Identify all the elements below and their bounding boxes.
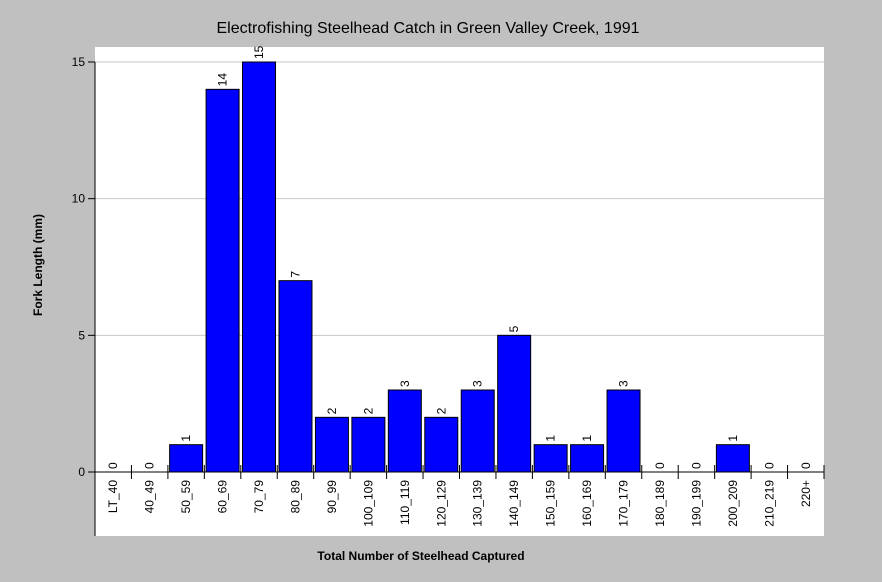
x-tick-label: 180_189 [653, 480, 667, 527]
data-label: 7 [288, 271, 302, 278]
bars [169, 61, 750, 473]
bar [351, 416, 386, 473]
x-tick-label: 210_219 [762, 480, 776, 527]
data-label: 1 [726, 435, 740, 442]
bar [169, 444, 204, 473]
x-tick-label: 200_209 [726, 480, 740, 527]
data-label: 0 [106, 462, 120, 469]
x-tick-label: 40_49 [143, 480, 157, 514]
x-tick-label: 220+ [799, 480, 813, 507]
bar [242, 61, 277, 473]
data-label: 0 [689, 462, 703, 469]
data-label: 1 [580, 435, 594, 442]
x-tick-label: 60_69 [216, 480, 230, 514]
bar [205, 88, 240, 473]
data-label: 3 [617, 380, 631, 387]
x-tick-label: 90_99 [325, 480, 339, 514]
x-tick-label: 160_169 [580, 480, 594, 527]
data-label: 5 [507, 325, 521, 332]
data-label: 0 [799, 462, 813, 469]
x-tick-label: 100_109 [361, 480, 375, 527]
bar [570, 444, 605, 473]
data-label: 2 [434, 407, 448, 414]
bar [715, 444, 750, 473]
data-label: 3 [471, 380, 485, 387]
x-axis-label: Total Number of Steelhead Captured [317, 549, 524, 563]
x-tick-label: 50_59 [179, 480, 193, 514]
bar [533, 444, 568, 473]
x-tick-label: 130_139 [471, 480, 485, 527]
data-label: 2 [361, 407, 375, 414]
y-tick-label: 0 [78, 465, 85, 479]
data-labels: 0 0 1 14 15 7 2 2 3 2 3 5 1 1 3 0 0 1 0 0 [106, 45, 813, 469]
y-ticks: 0 5 10 15 [72, 55, 95, 479]
bar [424, 416, 459, 473]
data-label: 0 [762, 462, 776, 469]
data-label: 1 [179, 435, 193, 442]
y-tick-label: 5 [78, 328, 85, 342]
x-tick-label: 70_79 [252, 480, 266, 514]
plot-area [95, 47, 824, 536]
y-axis-label: Fork Length (mm) [31, 214, 45, 316]
data-label: 14 [216, 73, 230, 87]
bar [497, 334, 532, 473]
y-tick-label: 15 [72, 55, 86, 69]
x-tick-label: 150_159 [544, 480, 558, 527]
data-label: 0 [143, 462, 157, 469]
y-tick-label: 10 [72, 192, 86, 206]
bar [314, 416, 349, 473]
x-ticks: LT_40 40_49 50_59 60_69 70_79 80_89 90_99 100_1… [94, 465, 825, 527]
data-label: 3 [398, 380, 412, 387]
x-tick-label: 120_129 [434, 480, 448, 527]
data-label: 0 [653, 462, 667, 469]
x-tick-label: 80_89 [288, 480, 302, 514]
chart-title: Electrofishing Steelhead Catch in Green … [216, 20, 639, 37]
x-tick-label: 140_149 [507, 480, 521, 527]
x-tick-label: 110_119 [398, 480, 412, 525]
x-tick-label: 190_199 [689, 480, 703, 527]
bar [606, 389, 641, 473]
x-tick-label: LT_40 [106, 480, 120, 513]
data-label: 2 [325, 407, 339, 414]
bar [460, 389, 495, 473]
data-label: 1 [544, 435, 558, 442]
data-label: 15 [252, 45, 266, 59]
x-tick-label: 170_179 [617, 480, 631, 527]
bar [387, 389, 422, 473]
bar [278, 280, 313, 473]
